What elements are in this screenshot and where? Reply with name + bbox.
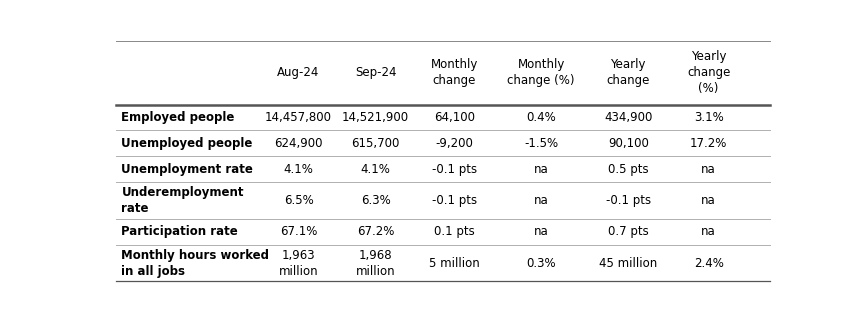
Text: na: na <box>534 225 549 238</box>
Text: 434,900: 434,900 <box>604 111 652 124</box>
Text: 4.1%: 4.1% <box>283 163 314 175</box>
Text: na: na <box>534 194 549 207</box>
Text: -1.5%: -1.5% <box>524 137 558 150</box>
Text: 14,457,800: 14,457,800 <box>265 111 332 124</box>
Text: -0.1 pts: -0.1 pts <box>606 194 651 207</box>
Text: Underemployment
rate: Underemployment rate <box>121 186 244 215</box>
Text: 67.2%: 67.2% <box>357 225 394 238</box>
Text: 3.1%: 3.1% <box>694 111 723 124</box>
Text: Unemployed people: Unemployed people <box>121 137 253 150</box>
Text: Participation rate: Participation rate <box>121 225 238 238</box>
Text: 0.1 pts: 0.1 pts <box>434 225 474 238</box>
Text: 90,100: 90,100 <box>608 137 649 150</box>
Text: Monthly
change (%): Monthly change (%) <box>507 58 575 87</box>
Text: 5 million: 5 million <box>429 256 480 270</box>
Text: Sep-24: Sep-24 <box>355 66 397 79</box>
Text: 14,521,900: 14,521,900 <box>342 111 409 124</box>
Text: Aug-24: Aug-24 <box>277 66 320 79</box>
Text: 6.3%: 6.3% <box>360 194 391 207</box>
Text: 0.7 pts: 0.7 pts <box>608 225 649 238</box>
Text: na: na <box>534 163 549 175</box>
Text: 45 million: 45 million <box>599 256 658 270</box>
Text: -9,200: -9,200 <box>435 137 473 150</box>
Text: 4.1%: 4.1% <box>360 163 391 175</box>
Text: 1,968
million: 1,968 million <box>356 249 396 278</box>
Text: na: na <box>702 163 716 175</box>
Text: 0.3%: 0.3% <box>526 256 556 270</box>
Text: 64,100: 64,100 <box>434 111 474 124</box>
Text: 1,963
million: 1,963 million <box>279 249 318 278</box>
Text: 0.5 pts: 0.5 pts <box>608 163 649 175</box>
Text: na: na <box>702 194 716 207</box>
Text: Monthly hours worked
in all jobs: Monthly hours worked in all jobs <box>121 249 270 278</box>
Text: Monthly
change: Monthly change <box>430 58 478 87</box>
Text: 2.4%: 2.4% <box>694 256 723 270</box>
Text: 6.5%: 6.5% <box>283 194 314 207</box>
Text: 0.4%: 0.4% <box>526 111 556 124</box>
Text: Yearly
change: Yearly change <box>607 58 650 87</box>
Text: 17.2%: 17.2% <box>690 137 727 150</box>
Text: -0.1 pts: -0.1 pts <box>432 163 477 175</box>
Text: Employed people: Employed people <box>121 111 235 124</box>
Text: na: na <box>702 225 716 238</box>
Text: 67.1%: 67.1% <box>280 225 317 238</box>
Text: 624,900: 624,900 <box>274 137 323 150</box>
Text: 615,700: 615,700 <box>352 137 400 150</box>
Text: Unemployment rate: Unemployment rate <box>121 163 253 175</box>
Text: Yearly
change
(%): Yearly change (%) <box>687 50 730 95</box>
Text: -0.1 pts: -0.1 pts <box>432 194 477 207</box>
